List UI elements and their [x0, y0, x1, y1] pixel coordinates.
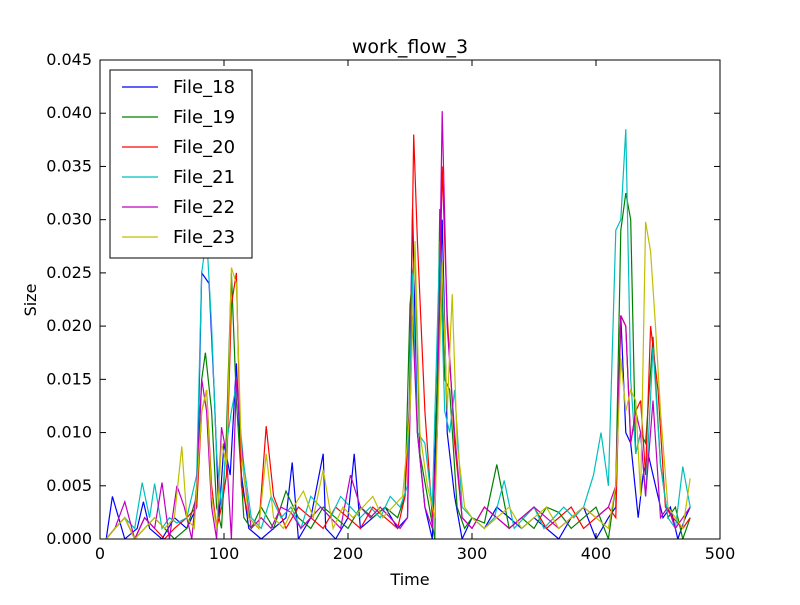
ticks-layer: 0 100 200 300 400 500 0.000 0.005 0.010 0.015 0.02…	[46, 50, 735, 563]
legend-label: File_20	[173, 137, 235, 158]
legend-box	[109, 69, 253, 259]
y-tick-label: 0.010	[46, 423, 92, 442]
x-tick-label: 200	[333, 544, 364, 563]
legend-label: File_19	[173, 107, 235, 128]
series-layer	[105, 111, 691, 539]
y-tick-label: 0.040	[46, 103, 92, 122]
y-tick-label: 0.045	[46, 50, 92, 69]
legend-label: File_23	[173, 227, 235, 248]
x-tick-label: 100	[209, 544, 240, 563]
series-line-file-23	[105, 221, 691, 539]
series-line-file-21	[105, 129, 691, 539]
y-tick-label: 0.035	[46, 156, 92, 175]
plot-frame	[99, 59, 721, 540]
y-axis-label: Size	[21, 284, 40, 317]
chart-title: work_flow_3	[352, 36, 468, 58]
y-tick-label: 0.000	[46, 529, 92, 548]
x-tick-label: 300	[457, 544, 488, 563]
x-axis-label: Time	[389, 570, 429, 589]
legend-label: File_21	[173, 167, 235, 188]
x-tick-label: 400	[581, 544, 612, 563]
legend: File_18 File_19 File_20 File_21 File_22 File_…	[109, 69, 253, 259]
x-tick-label: 500	[705, 544, 736, 563]
y-tick-label: 0.025	[46, 263, 92, 282]
y-tick-label: 0.020	[46, 316, 92, 335]
x-tick-label: 0	[95, 544, 105, 563]
legend-label: File_22	[173, 197, 235, 218]
legend-label: File_18	[173, 77, 235, 98]
y-tick-label: 0.005	[46, 476, 92, 495]
y-tick-label: 0.015	[46, 369, 92, 388]
y-tick-label: 0.030	[46, 210, 92, 229]
